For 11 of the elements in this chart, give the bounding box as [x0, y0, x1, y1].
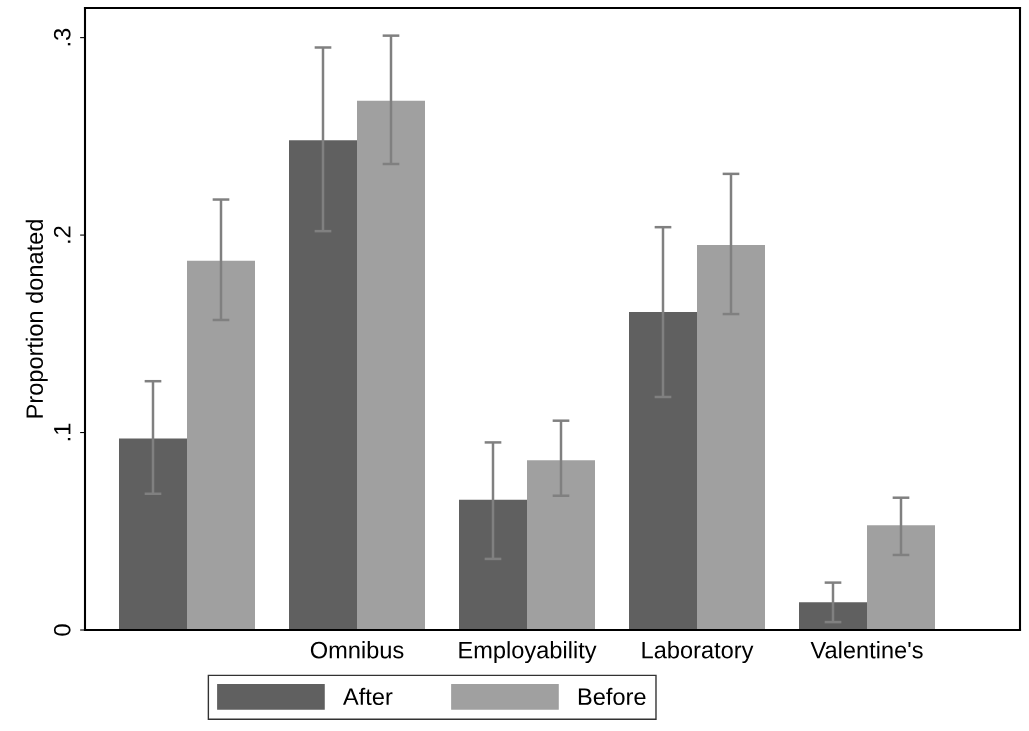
x-tick-label: Laboratory: [642, 641, 754, 664]
legend-label: Before: [578, 687, 646, 706]
legend-label: After: [343, 687, 393, 706]
y-tick-label: 0: [53, 624, 71, 636]
y-axis-title: Proportion donated: [25, 220, 48, 418]
x-tick-label: Employability: [459, 641, 597, 664]
x-tick-label: Omnibus: [310, 641, 404, 659]
y-tick-label: .1: [54, 423, 71, 441]
y-tick-label: .3: [53, 28, 71, 46]
x-tick-label: Valentine's: [810, 641, 923, 659]
y-tick-label: .2: [53, 226, 71, 243]
